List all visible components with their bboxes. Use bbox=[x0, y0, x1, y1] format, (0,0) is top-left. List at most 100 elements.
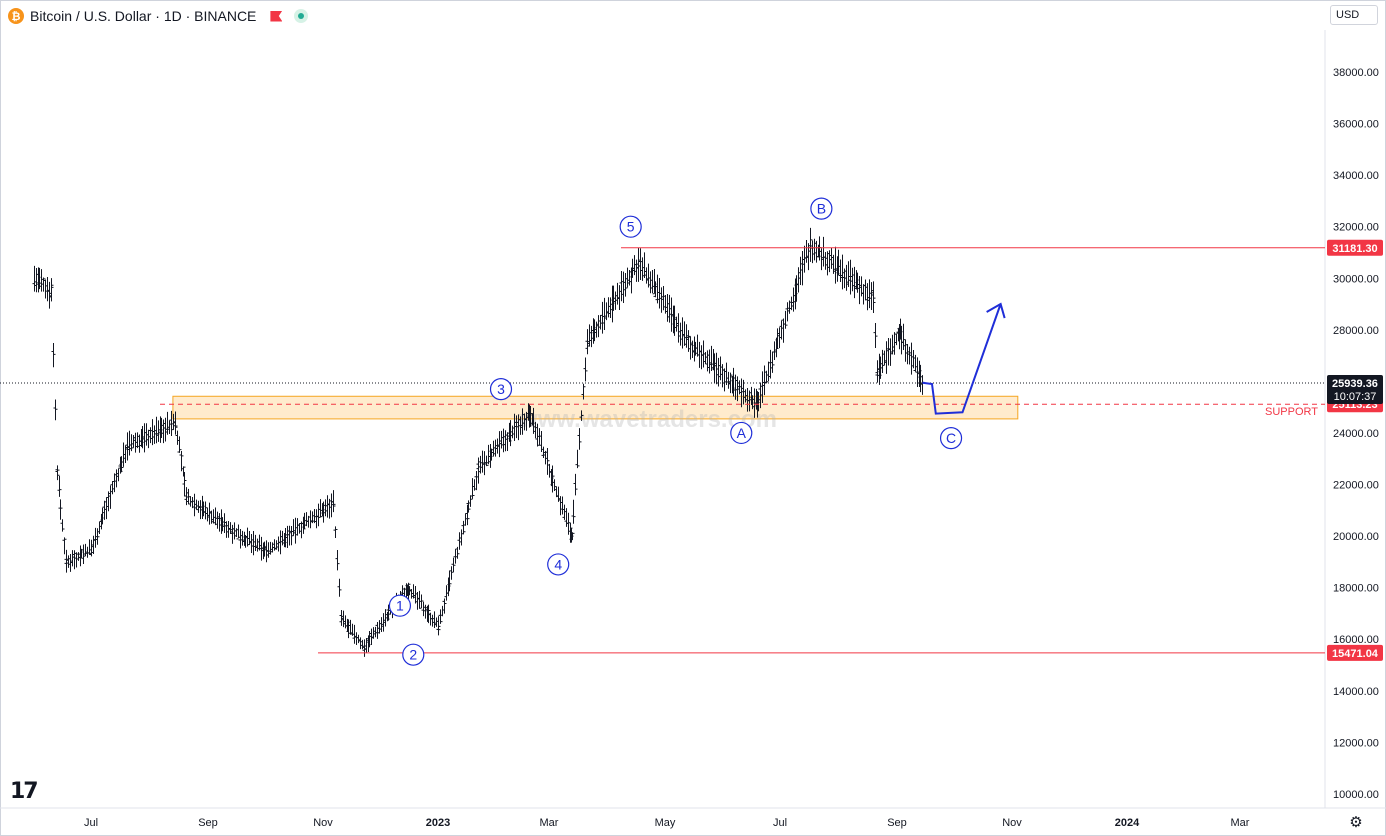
price-bar bbox=[377, 620, 382, 634]
price-bar bbox=[848, 259, 853, 295]
price-bar bbox=[251, 530, 256, 556]
price-bar bbox=[45, 276, 50, 302]
price-bar bbox=[434, 617, 439, 627]
price-bar bbox=[571, 499, 576, 524]
price-bar bbox=[716, 357, 721, 387]
wave-label: A bbox=[737, 425, 747, 441]
price-bar bbox=[114, 469, 119, 488]
price-bar bbox=[678, 322, 683, 346]
price-bar bbox=[501, 428, 506, 453]
price-bar bbox=[667, 294, 672, 323]
wave-label-circle[interactable] bbox=[619, 215, 642, 238]
price-bar bbox=[901, 323, 906, 350]
price-bar bbox=[920, 375, 925, 395]
y-tick-label: 24000.00 bbox=[1333, 428, 1379, 440]
currency-selector[interactable]: USD bbox=[1330, 5, 1378, 25]
wave-label: 3 bbox=[497, 381, 505, 397]
price-bar bbox=[680, 317, 685, 349]
price-bar bbox=[840, 254, 845, 290]
price-bar bbox=[463, 513, 468, 526]
wave-label-circle[interactable] bbox=[402, 643, 425, 666]
price-bar bbox=[663, 294, 668, 314]
price-bar bbox=[774, 337, 779, 358]
price-bar bbox=[34, 267, 39, 293]
market-status-icon[interactable] bbox=[294, 9, 309, 23]
wave-label: 4 bbox=[554, 556, 562, 572]
price-bar bbox=[32, 265, 37, 292]
wave-label-circle[interactable] bbox=[939, 427, 963, 450]
y-tick-label: 20000.00 bbox=[1333, 531, 1379, 543]
price-bar bbox=[550, 465, 555, 493]
price-bar bbox=[808, 238, 813, 258]
price-bar bbox=[781, 318, 786, 343]
price-bar bbox=[108, 485, 113, 509]
price-bar bbox=[354, 632, 359, 646]
price-bar bbox=[207, 502, 212, 525]
price-bar bbox=[472, 479, 477, 491]
price-bar bbox=[686, 331, 691, 349]
price-bar bbox=[600, 301, 605, 334]
price-bar bbox=[375, 622, 380, 639]
price-bar bbox=[436, 622, 441, 634]
price-bar bbox=[894, 332, 899, 346]
price-bar bbox=[886, 337, 891, 366]
price-bar bbox=[728, 372, 733, 394]
price-bar bbox=[364, 637, 369, 653]
price-bar bbox=[224, 521, 229, 538]
price-bar bbox=[470, 478, 475, 499]
wave-label-circle[interactable] bbox=[547, 553, 570, 576]
price-bar bbox=[699, 345, 704, 370]
price-bar bbox=[838, 259, 843, 282]
wave-label-circle[interactable] bbox=[388, 594, 412, 617]
price-bar bbox=[295, 518, 300, 536]
price-bar bbox=[638, 248, 643, 280]
symbol-title[interactable]: Bitcoin / U.S. Dollar · 1D · BINANCE bbox=[30, 8, 257, 24]
wave-label: 5 bbox=[627, 219, 635, 235]
price-bar bbox=[167, 419, 172, 434]
price-bar bbox=[152, 425, 157, 444]
price-bar bbox=[57, 475, 62, 497]
price-bar bbox=[636, 247, 641, 270]
price-bar bbox=[466, 500, 471, 513]
price-bar bbox=[861, 284, 866, 305]
price-bar bbox=[306, 515, 311, 528]
flag-icon[interactable] bbox=[270, 10, 283, 22]
price-bar bbox=[913, 354, 918, 372]
price-bar bbox=[97, 521, 102, 534]
price-bar bbox=[110, 480, 115, 495]
price-bar bbox=[95, 528, 100, 545]
price-bar bbox=[455, 546, 460, 559]
projection-path[interactable] bbox=[922, 303, 1002, 415]
level-price-label: 31181.30 bbox=[1332, 243, 1377, 255]
price-bar bbox=[142, 423, 147, 453]
price-bar bbox=[882, 350, 887, 366]
wave-label-circle[interactable] bbox=[489, 378, 513, 401]
price-bar bbox=[83, 543, 88, 557]
price-bar bbox=[545, 448, 550, 475]
price-bar bbox=[371, 627, 376, 639]
price-bar bbox=[718, 356, 723, 381]
support-zone[interactable] bbox=[172, 395, 1019, 420]
wave-label-circle[interactable] bbox=[730, 421, 753, 445]
wave-label-circle[interactable] bbox=[810, 197, 833, 220]
price-bar bbox=[362, 642, 367, 657]
price-bar bbox=[440, 605, 445, 617]
price-bar bbox=[539, 431, 544, 453]
price-bar bbox=[833, 246, 838, 284]
price-bar bbox=[606, 297, 611, 318]
price-bar bbox=[579, 410, 584, 421]
price-bar bbox=[310, 511, 315, 524]
tradingview-logo-icon[interactable]: 17 bbox=[10, 779, 39, 804]
price-bar bbox=[796, 267, 801, 293]
price-bar bbox=[314, 509, 319, 529]
price-bar bbox=[871, 288, 876, 312]
price-bar bbox=[156, 420, 161, 442]
price-bar bbox=[634, 259, 639, 282]
price-bar bbox=[873, 322, 878, 349]
gear-icon[interactable]: ⚙ bbox=[1349, 813, 1363, 831]
price-bar bbox=[659, 287, 664, 313]
price-bar bbox=[119, 456, 124, 473]
price-bar bbox=[238, 529, 243, 549]
price-bar bbox=[203, 501, 208, 520]
